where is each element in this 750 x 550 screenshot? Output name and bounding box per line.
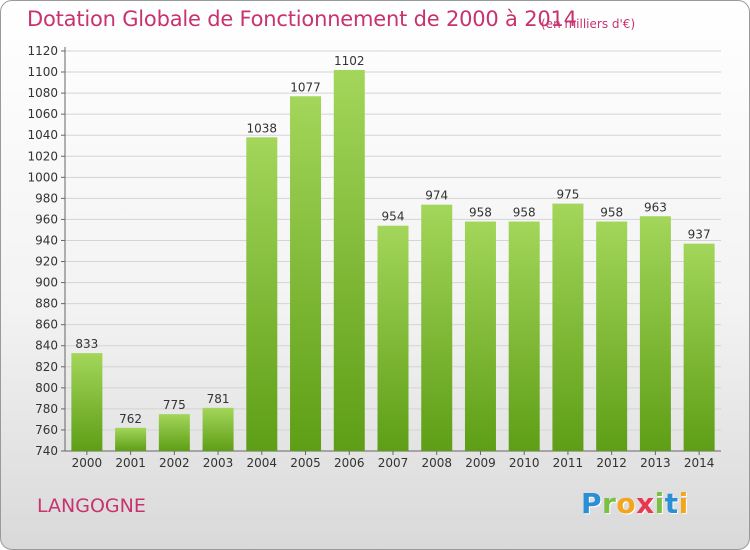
data-label: 974	[425, 189, 448, 203]
y-tick-label: 1040	[27, 128, 58, 142]
y-tick-label: 780	[35, 402, 58, 416]
data-label: 958	[513, 206, 536, 220]
chart-title: Dotation Globale de Fonctionnement de 20…	[27, 7, 577, 31]
data-label: 963	[644, 200, 667, 214]
x-tick-label: 2011	[553, 456, 584, 470]
logo-letter: t	[664, 487, 679, 520]
data-label: 975	[556, 188, 579, 202]
y-tick-label: 1100	[27, 65, 58, 79]
x-tick-label: 2004	[247, 456, 278, 470]
y-tick-label: 1060	[27, 107, 58, 121]
data-label: 958	[469, 206, 492, 220]
data-label: 781	[207, 392, 230, 406]
y-tick-label: 1080	[27, 86, 58, 100]
bar	[202, 407, 234, 451]
y-tick-label: 820	[35, 360, 58, 374]
bar	[333, 69, 365, 452]
bar	[246, 137, 278, 451]
data-label: 775	[163, 398, 186, 412]
bar	[421, 204, 453, 451]
y-tick-label: 1020	[27, 149, 58, 163]
y-tick-label: 860	[35, 318, 58, 332]
x-tick-label: 2000	[72, 456, 103, 470]
labels: 740 760 780 800 820 840 860 880 900 920 940 960 980 1…	[27, 44, 714, 470]
data-label: 937	[688, 228, 711, 242]
x-tick-label: 2009	[465, 456, 496, 470]
y-tick-label: 740	[35, 444, 58, 458]
bar	[596, 221, 628, 451]
bar	[115, 427, 147, 451]
y-tick-label: 880	[35, 297, 58, 311]
bar	[508, 221, 540, 451]
x-tick-label: 2007	[378, 456, 409, 470]
data-label: 958	[600, 206, 623, 220]
x-tick-label: 2003	[203, 456, 234, 470]
bar	[290, 96, 322, 452]
bar	[377, 225, 409, 451]
logo-letter: r	[602, 487, 617, 520]
x-tick-label: 2008	[421, 456, 452, 470]
logo-letter: i	[654, 487, 665, 520]
x-tick-label: 2010	[509, 456, 540, 470]
x-tick-label: 2013	[640, 456, 671, 470]
bar	[71, 353, 103, 451]
x-tick-label: 2006	[334, 456, 365, 470]
x-tick-label: 2014	[684, 456, 715, 470]
bar	[639, 216, 671, 451]
bar	[158, 414, 190, 451]
proxiti-logo: Proxiti	[581, 487, 689, 520]
y-tick-label: 940	[35, 233, 58, 247]
data-label: 1102	[334, 54, 365, 68]
logo-letter: P	[581, 487, 603, 520]
data-label: 833	[75, 337, 98, 351]
logo-letter: x	[636, 487, 655, 520]
y-tick-label: 760	[35, 423, 58, 437]
y-tick-label: 840	[35, 339, 58, 353]
commune-name: LANGOGNE	[37, 495, 146, 517]
bars	[71, 69, 715, 452]
y-tick-label: 800	[35, 381, 58, 395]
bar	[683, 243, 715, 451]
logo-letter: i	[678, 487, 689, 520]
unit-label: (en milliers d'€)	[541, 17, 636, 31]
y-tick-label: 1120	[27, 44, 58, 58]
x-tick-label: 2001	[115, 456, 146, 470]
y-tick-label: 960	[35, 212, 58, 226]
x-tick-label: 2012	[596, 456, 627, 470]
data-label: 1038	[247, 121, 278, 135]
y-tick-label: 920	[35, 255, 58, 269]
x-tick-label: 2002	[159, 456, 190, 470]
y-tick-label: 980	[35, 191, 58, 205]
data-label: 762	[119, 412, 142, 426]
data-label: 1077	[290, 80, 321, 94]
y-tick-label: 900	[35, 276, 58, 290]
x-tick-label: 2005	[290, 456, 321, 470]
y-tick-label: 1000	[27, 170, 58, 184]
data-label: 954	[382, 210, 405, 224]
bar	[464, 221, 496, 451]
bar	[552, 203, 584, 451]
logo-letter: o	[616, 487, 637, 520]
